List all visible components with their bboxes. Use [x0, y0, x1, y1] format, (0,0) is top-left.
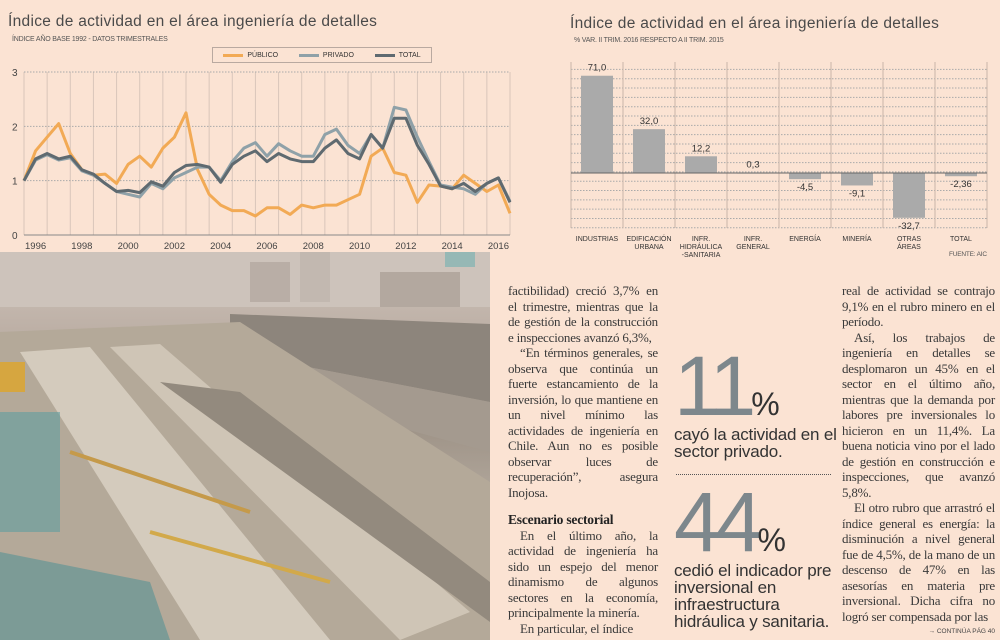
legend-label: TOTAL: [398, 51, 421, 59]
category-label: TOTAL: [950, 236, 972, 243]
bar: [685, 156, 717, 173]
legend-swatch: [374, 53, 395, 57]
paragraph: En particular, el índice: [520, 620, 634, 636]
y-tick-label: 3: [12, 68, 18, 79]
x-tick-label: 1996: [25, 241, 46, 252]
category-label: ENERGÍA: [789, 234, 821, 243]
legend-item-total: TOTAL: [374, 51, 421, 59]
paragraph: “En términos generales, se observa que c…: [508, 345, 658, 500]
data-label: 12,2: [692, 143, 711, 154]
callout-text: cedió el indicador pre inversional en in…: [674, 561, 832, 631]
paragraph: factibilidad) creció 3,7% en el trimestr…: [508, 283, 658, 345]
x-tick-label: 2008: [303, 241, 324, 252]
category-label: ÁREAS: [897, 242, 921, 251]
category-label: EDIFICACIÓN: [626, 234, 671, 243]
category-label: GENERAL: [736, 244, 770, 251]
bar-chart-subtitle: % VAR. II TRIM. 2016 RESPECTO A II TRIM.…: [574, 37, 724, 44]
article-column-3: real de actividad se contrajo 9,1% en el…: [842, 283, 995, 637]
line-chart: 0 1 2 3 1996 1998 2000 2002 2004 2006 2008 2010 2012…: [12, 68, 512, 252]
bar: [789, 173, 821, 180]
callout-percent: %: [751, 386, 780, 422]
callout-text: cayó la actividad en el sector privado.: [674, 425, 837, 461]
section-heading: Escenario sectorial: [508, 512, 614, 527]
data-label: -2,36: [950, 179, 972, 190]
line-chart-subtitle: ÍNDICE AÑO BASE 1992 - DATOS TRIMESTRALE…: [12, 36, 168, 43]
category-label: -SANITARIA: [682, 252, 721, 259]
category-label: INDUSTRIAS: [576, 236, 619, 243]
callout-number-row: 44%: [674, 480, 838, 564]
legend-item-privado: PRIVADO: [298, 51, 354, 59]
series-line-total: [22, 116, 512, 204]
line-chart-title: Índice de actividad en el área ingenierí…: [8, 13, 378, 30]
continue-link[interactable]: → CONTINÚA PÁG 40: [928, 628, 995, 635]
bar: [893, 173, 925, 218]
x-tick-label: 1998: [71, 241, 92, 252]
data-label: 32,0: [640, 116, 659, 127]
construction-site-photo: [0, 252, 490, 640]
callout-preinvestment: 44% cedió el indicador pre inversional e…: [674, 480, 838, 631]
bar: [841, 173, 873, 186]
x-tick-label: 2006: [256, 241, 277, 252]
y-tick-label: 1: [12, 177, 18, 188]
category-label: INFR.: [744, 236, 762, 243]
paragraph: Así, los trabajos de ingeniería en detal…: [842, 329, 995, 500]
category-label: INFR.: [692, 236, 710, 243]
category-label: URBANA: [634, 244, 664, 251]
legend-label: PRIVADO: [322, 51, 354, 59]
y-tick-label: 2: [12, 122, 18, 133]
data-label: 0,3: [746, 160, 759, 171]
x-tick-label: 2000: [118, 241, 139, 252]
data-label: -9,1: [849, 188, 865, 199]
bar-chart-source: FUENTE: AIC: [949, 251, 987, 258]
line-chart-legend: PÚBLICO PRIVADO TOTAL: [212, 47, 432, 63]
bar-chart-title: Índice de actividad en el área ingenierí…: [570, 15, 940, 32]
callout-private-sector: 11% cayó la actividad en el sector priva…: [674, 344, 838, 461]
paragraph: En el último año, la actividad de ingeni…: [508, 527, 658, 621]
callout-divider: [676, 474, 831, 475]
callout-number-row: 11%: [674, 344, 838, 428]
legend-swatch: [223, 53, 244, 57]
x-tick-label: 2014: [442, 241, 463, 252]
x-tick-label: 2002: [164, 241, 185, 252]
category-label: HIDRÁULICA: [680, 242, 723, 251]
legend-item-publico: PÚBLICO: [223, 52, 278, 59]
x-tick-label: 2010: [349, 241, 370, 252]
y-tick-label: 0: [12, 231, 18, 242]
series-line-público: [22, 111, 512, 218]
x-tick-label: 2004: [210, 241, 231, 252]
data-label: -4,5: [797, 182, 813, 193]
paragraph: real de actividad se contrajo 9,1% en el…: [842, 283, 995, 329]
paragraph: El otro rubro que arrastró el índice gen…: [842, 500, 995, 624]
legend-label: PÚBLICO: [247, 51, 279, 59]
category-label: OTRAS: [897, 236, 921, 243]
x-tick-label: 2016: [488, 241, 509, 252]
callout-percent: %: [757, 522, 786, 558]
callout-number: 44: [674, 475, 762, 569]
data-label: -32,7: [898, 221, 920, 232]
bar: [581, 75, 613, 173]
legend-swatch: [298, 53, 319, 57]
bar: [945, 173, 977, 177]
article-column-1: factibilidad) creció 3,7% en el trimestr…: [508, 283, 658, 636]
category-label: MINERÍA: [842, 234, 872, 243]
x-tick-label: 2012: [395, 241, 416, 252]
callout-number: 11: [674, 339, 756, 433]
data-label: 71,0: [588, 63, 607, 74]
bar: [633, 129, 665, 173]
